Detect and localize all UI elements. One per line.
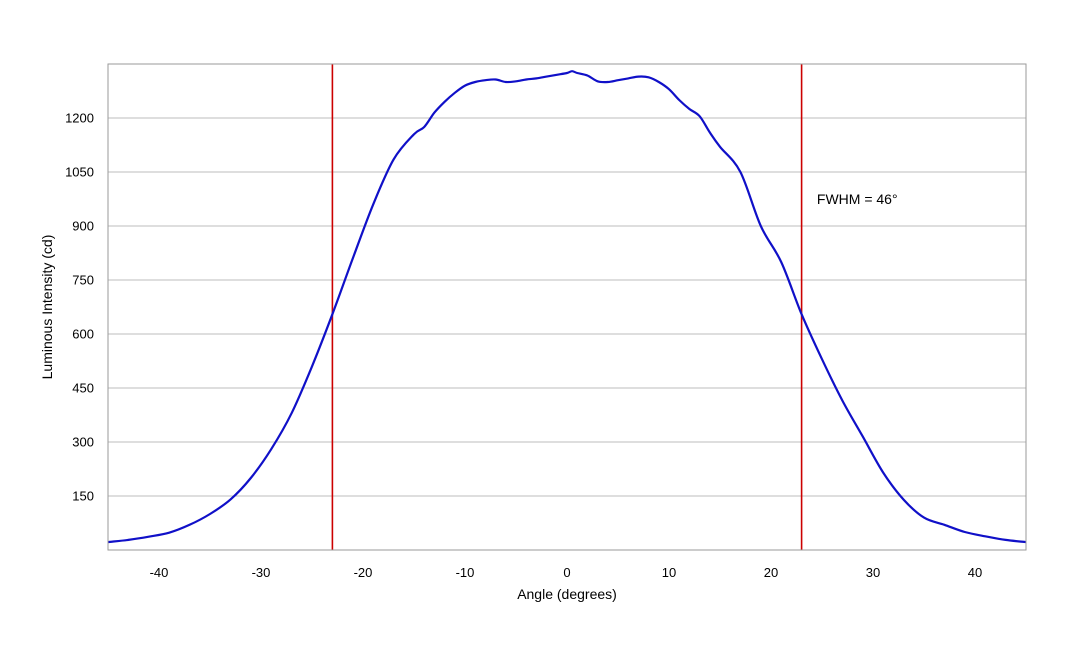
fwhm-markers	[331, 64, 803, 550]
y-tick-label: 150	[72, 489, 94, 504]
intensity-series-line	[107, 70, 1027, 544]
x-tick-label: -30	[252, 565, 271, 580]
y-tick-label: 1200	[65, 111, 94, 126]
x-tick-label: 20	[764, 565, 778, 580]
y-tick-label: 300	[72, 435, 94, 450]
y-axis-title: Luminous Intensity (cd)	[39, 235, 55, 380]
annotations: FWHM = 46°	[817, 191, 898, 207]
x-tick-label: -40	[150, 565, 169, 580]
y-tick-label: 600	[72, 327, 94, 342]
x-tick-label: 0	[563, 565, 570, 580]
x-tick-labels: -40 -30 -20 -10 0 10 20 30 40	[150, 565, 983, 580]
y-tick-labels: 150 300 450 600 750 900 1050 1200	[65, 111, 94, 504]
x-tick-label: -20	[354, 565, 373, 580]
series-layer	[107, 70, 1027, 544]
y-tick-label: 750	[72, 273, 94, 288]
y-tick-label: 900	[72, 219, 94, 234]
x-tick-label: -10	[456, 565, 475, 580]
x-tick-label: 10	[662, 565, 676, 580]
plot-frame	[107, 63, 1027, 551]
x-axis-title: Angle (degrees)	[517, 586, 617, 602]
y-tick-label: 1050	[65, 165, 94, 180]
x-tick-label: 40	[968, 565, 982, 580]
y-tick-label: 450	[72, 381, 94, 396]
x-tick-label: 30	[866, 565, 880, 580]
grid-lines	[108, 117, 1026, 497]
fwhm-annotation: FWHM = 46°	[817, 191, 898, 207]
